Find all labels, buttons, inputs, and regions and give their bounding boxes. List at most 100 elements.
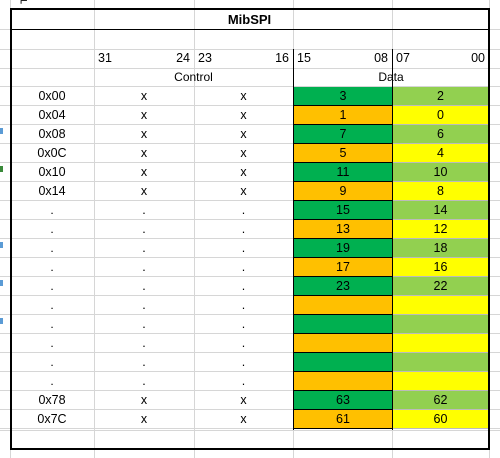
gridline [0, 276, 500, 277]
row-marker [0, 318, 3, 324]
control-hi-cell: x [140, 393, 148, 407]
data-lo-byte-cell: 6 [393, 125, 488, 144]
data-hi-byte-cell: 61 [294, 410, 392, 429]
gridline [0, 124, 500, 125]
bit-label-31: 31 [98, 51, 112, 65]
control-lo-cell: . [241, 298, 246, 312]
control-lo-cell: x [240, 89, 247, 103]
row-marker [0, 128, 3, 134]
control-lo-cell: . [241, 222, 246, 236]
address-cell: 0x78 [38, 393, 66, 407]
address-cell: 0x08 [38, 127, 66, 141]
address-cell: . [50, 203, 54, 217]
data-hi-byte-cell: 11 [294, 163, 392, 182]
control-lo-cell: . [241, 374, 246, 388]
gridline [0, 295, 500, 296]
data-hi-byte-cell [294, 296, 392, 315]
address-cell: 0x04 [38, 108, 66, 122]
control-lo-cell: . [241, 241, 246, 255]
data-hi-byte-cell: 1 [294, 106, 392, 125]
gridline [0, 105, 500, 106]
gridline [0, 314, 500, 315]
control-hi-cell: . [142, 260, 146, 274]
control-hi-cell: x [140, 89, 148, 103]
border-right [488, 8, 490, 450]
data-lo-byte-cell: 16 [393, 258, 488, 277]
control-hi-cell: . [142, 222, 146, 236]
gridline [0, 143, 500, 144]
data-lo-byte-cell: 12 [393, 220, 488, 239]
address-cell: . [50, 317, 54, 331]
section-label-control: Control [174, 70, 213, 84]
data-lo-byte-cell: 22 [393, 277, 488, 296]
control-lo-cell: x [240, 393, 247, 407]
address-cell: . [50, 241, 54, 255]
control-hi-cell: . [142, 203, 146, 217]
gridline [0, 428, 500, 429]
row-marker [0, 242, 3, 248]
border-bottom [10, 448, 489, 450]
control-hi-cell: . [142, 317, 146, 331]
gridline [194, 0, 195, 458]
bit-label-07: 07 [396, 51, 410, 65]
control-lo-cell: x [240, 184, 247, 198]
data-hi-byte-cell: 3 [294, 87, 392, 106]
data-lo-byte-cell: 60 [393, 410, 488, 429]
control-lo-cell: x [240, 127, 247, 141]
data-lo-byte-cell [393, 334, 488, 353]
control-hi-cell: . [142, 279, 146, 293]
control-hi-cell: x [140, 184, 148, 198]
control-hi-cell: x [140, 412, 148, 426]
data-hi-byte-cell [294, 315, 392, 334]
data-lo-byte-cell: 62 [393, 391, 488, 410]
gridline [0, 371, 500, 372]
data-hi-byte-cell: 5 [294, 144, 392, 163]
data-lo-byte-cell [393, 296, 488, 315]
data-lo-byte-cell: 10 [393, 163, 488, 182]
control-hi-cell: . [142, 374, 146, 388]
border-title-bottom [10, 29, 489, 30]
data-hi-byte-cell [294, 372, 392, 391]
bit-label-23: 23 [198, 51, 212, 65]
data-hi-byte-cell [294, 353, 392, 372]
gridline [94, 0, 95, 458]
address-cell: 0x7C [37, 412, 67, 426]
address-cell: . [50, 222, 54, 236]
address-cell: 0x14 [38, 184, 66, 198]
control-lo-cell: . [241, 317, 246, 331]
control-hi-cell: . [142, 241, 146, 255]
data-hi-byte-cell: 7 [294, 125, 392, 144]
gridline [0, 257, 500, 258]
bit-label-24: 24 [176, 51, 190, 65]
data-lo-byte-cell: 2 [393, 87, 488, 106]
data-lo-byte-cell: 18 [393, 239, 488, 258]
control-hi-cell: x [140, 165, 148, 179]
bit-label-15: 15 [297, 51, 311, 65]
control-lo-cell: . [241, 260, 246, 274]
border-data-divider [293, 49, 294, 430]
gridline [0, 352, 500, 353]
gridline [0, 86, 500, 87]
control-lo-cell: . [241, 203, 246, 217]
address-cell: . [50, 298, 54, 312]
data-lo-byte-cell: 4 [393, 144, 488, 163]
control-hi-cell: . [142, 355, 146, 369]
data-hi-byte-cell: 19 [294, 239, 392, 258]
sheet-title: MibSPI [227, 12, 272, 27]
data-lo-byte-cell: 0 [393, 106, 488, 125]
control-hi-cell: x [140, 127, 148, 141]
gridline [0, 219, 500, 220]
address-cell: 0x0C [37, 146, 67, 160]
gridline [0, 430, 500, 431]
gridline [0, 333, 500, 334]
section-label-data: Data [378, 70, 404, 84]
gridline [0, 162, 500, 163]
bit-label-00: 00 [471, 51, 485, 65]
border-top [10, 8, 489, 10]
address-cell: 0x00 [38, 89, 66, 103]
control-hi-cell: x [140, 146, 148, 160]
control-lo-cell: . [241, 355, 246, 369]
gridline [0, 49, 500, 50]
data-hi-byte-cell: 15 [294, 201, 392, 220]
